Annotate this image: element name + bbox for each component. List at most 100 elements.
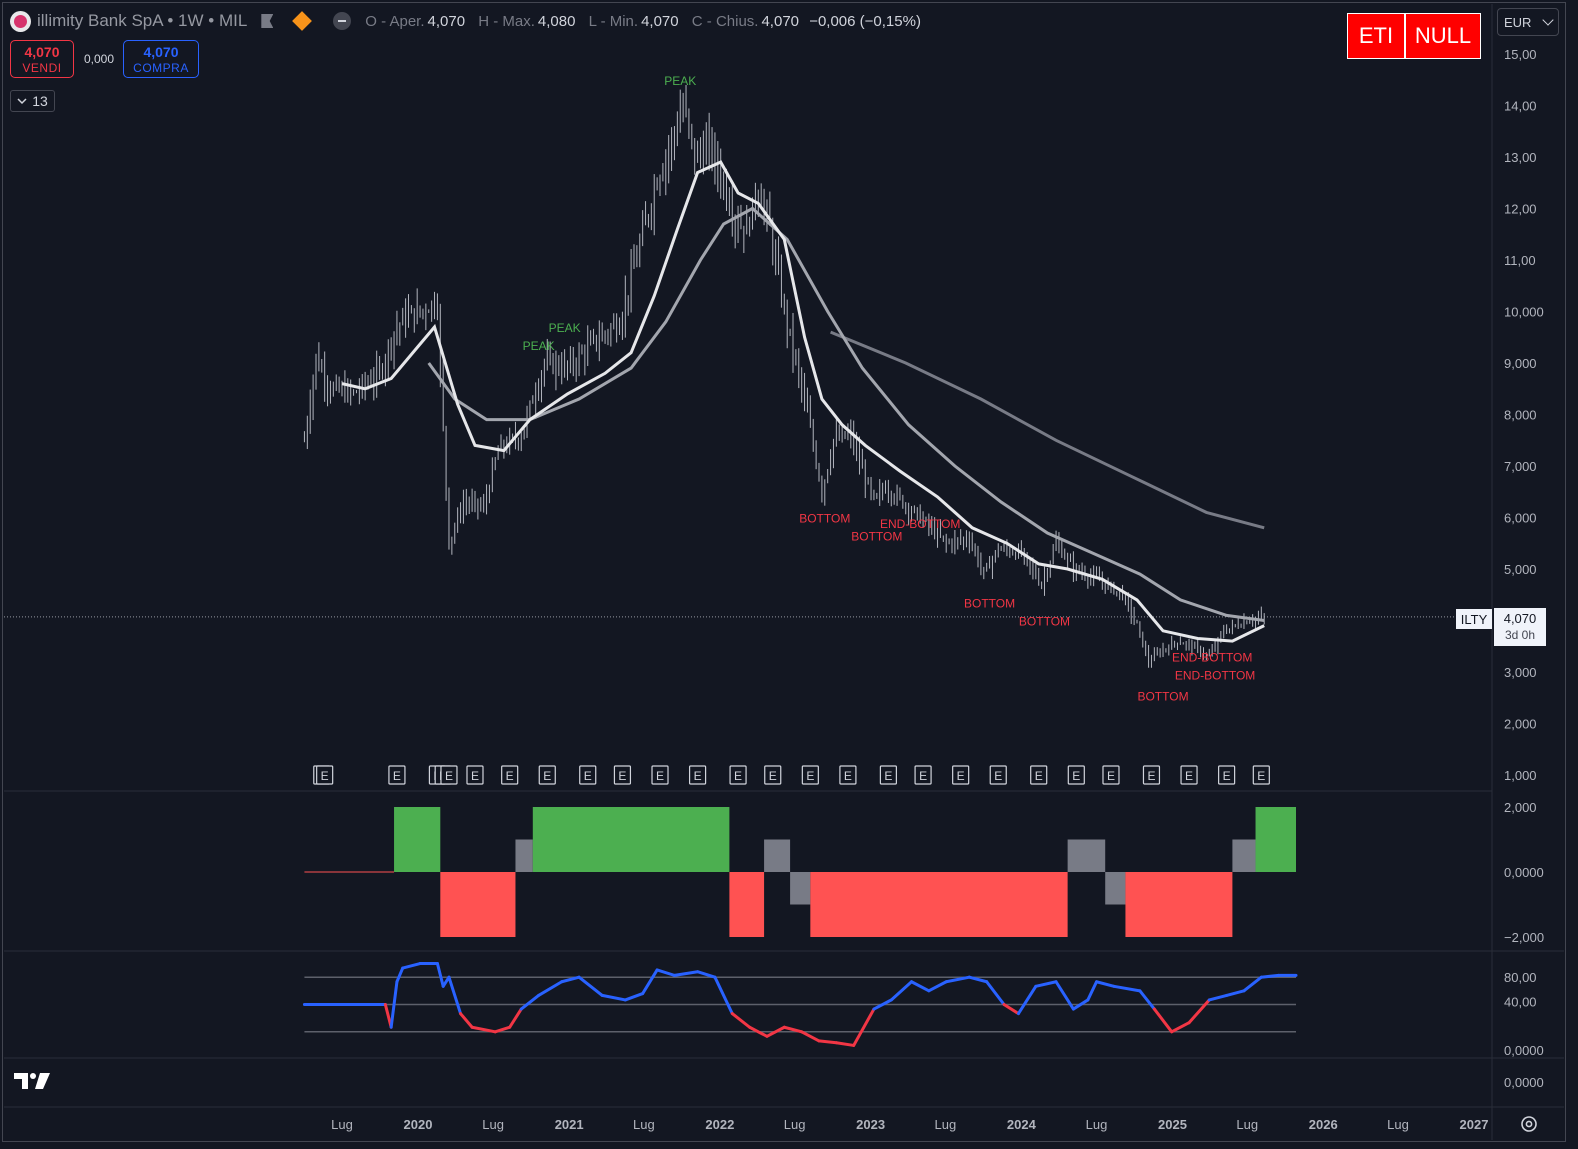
earnings-box [914,765,932,785]
time-axis: Lug 2020 Lug 2021 Lug 2022 Lug 2023 Lug 2024 Lug 20… [331,1117,1488,1132]
high-label: H - Max. [478,12,535,30]
settings-gear-icon[interactable] [1519,1114,1539,1134]
end-bottom-label: END-BOTTOM [1172,651,1252,665]
price-axis-label: 8,000 [1504,408,1537,423]
oscillator-segment [577,975,604,997]
symbol-title[interactable]: illimity Bank SpA • 1W • MIL [37,11,248,30]
bottom-label: BOTTOM [799,512,850,526]
ma-fast-line [341,160,1265,643]
earnings-letter: E [506,769,514,783]
oscillator-segment [765,1025,786,1038]
earnings-letter: E [1072,769,1080,783]
spread-value: 0,000 [84,52,115,66]
oscillator-segment [395,966,405,984]
oscillator-segment [1071,998,1090,1011]
bottom-label: BOTTOM [1019,615,1070,629]
earnings-letter: E [844,769,852,783]
oscillator-segment [519,993,541,1011]
oscillator-segment [889,980,914,1002]
histogram-bar [1255,807,1297,872]
flag-icon[interactable] [261,14,274,28]
earnings-letter: E [994,769,1002,783]
oscillator-segment [1242,975,1263,993]
oscillator-segment [748,1025,769,1038]
time-axis-label: Lug [935,1117,957,1132]
time-axis-label: Lug [1086,1117,1108,1132]
sell-price: 4,070 [24,44,60,60]
buy-button[interactable]: 4,070 COMPRA [123,40,199,78]
histogram-axis-label: 2,000 [1504,800,1537,815]
earnings-box [538,765,556,785]
earnings-marker: E [651,765,669,785]
earnings-box [466,765,484,785]
oscillator-segment [672,970,700,977]
earnings-marker: E [1142,765,1161,785]
earnings-marker: E [764,765,782,785]
earnings-letter: E [1107,769,1115,783]
oscillator-axis-label: 0,0000 [1504,1043,1544,1058]
earnings-marker: E [440,765,458,785]
minus-circle-icon[interactable] [333,12,352,30]
time-axis-label: 2021 [555,1117,584,1132]
indicators-count: 13 [32,93,48,109]
indicators-toggle-button[interactable]: 13 [10,90,55,112]
earnings-marker: E [1180,765,1198,785]
histogram-bar [394,807,441,872]
histogram-bar [440,872,516,937]
symbol-price-tag: ILTY [1456,609,1492,629]
earnings-letter: E [393,769,401,783]
ohlc-values: O - Aper. 4,070 H - Max. 4,080 L - Min. 4,0… [365,13,921,30]
price-axis: 15,00 14,00 13,00 12,00 11,00 10,000 9,000 8,00… [1504,47,1544,1090]
histogram-bar [532,807,730,872]
price-axis-label: 2,000 [1504,717,1537,732]
histogram-bar [1125,872,1233,937]
oscillator-segment [834,1041,856,1047]
oscillator-segment [872,998,893,1011]
earnings-box [989,765,1007,785]
chevron-down-icon [1542,14,1554,26]
earnings-letter: E [1035,769,1043,783]
price-axis-label: 10,000 [1504,305,1544,320]
time-axis-label: 2027 [1460,1117,1489,1132]
earnings-letter: E [957,769,965,783]
earnings-marker: E [688,765,707,785]
earnings-letter: E [884,769,892,783]
earnings-box [501,765,519,785]
earnings-letter: E [445,769,453,783]
earnings-box [388,765,406,785]
earnings-box [1030,765,1048,785]
earnings-marker: E [1102,765,1120,785]
oscillator-axis-label: 40,00 [1504,995,1537,1010]
oscillator-axis-label: 80,00 [1504,970,1537,985]
earnings-box [651,765,669,785]
histogram-axis-label: 0,0000 [1504,865,1544,880]
earnings-letter: E [618,769,626,783]
diamond-icon[interactable] [292,11,313,31]
histogram-axis-label: −2,000 [1504,930,1544,945]
histogram-bar [1105,872,1126,905]
time-axis-label: 2024 [1007,1117,1037,1132]
end-bottom-label: END-BOTTOM [1175,669,1255,683]
price-axis-label: 6,000 [1504,511,1537,526]
time-axis-label: 2026 [1309,1117,1338,1132]
symbol-logo-icon[interactable] [10,10,31,32]
earnings-letter: E [321,769,329,783]
time-axis-label: 2025 [1158,1117,1187,1132]
earnings-letter: E [1223,769,1231,783]
earnings-markers: EEEEEEEEEEEEEEEEEEEEEEEEEEEE [313,765,1270,785]
price-axis-label: 3,000 [1504,665,1537,680]
low-label: L - Min. [588,12,639,30]
earnings-letter: E [694,769,702,783]
tradingview-logo-icon[interactable] [14,1071,52,1091]
sell-button[interactable]: 4,070 VENDI [10,40,74,78]
price-axis-label: 9,000 [1504,356,1537,371]
bottom-label: BOTTOM [851,530,902,544]
chevron-down-icon [17,98,27,105]
buy-label: COMPRA [133,61,189,75]
time-axis-label: 2023 [856,1117,885,1132]
currency-select[interactable]: EUR [1497,8,1559,36]
earnings-marker: E [952,765,970,785]
histogram-bar [790,872,811,905]
